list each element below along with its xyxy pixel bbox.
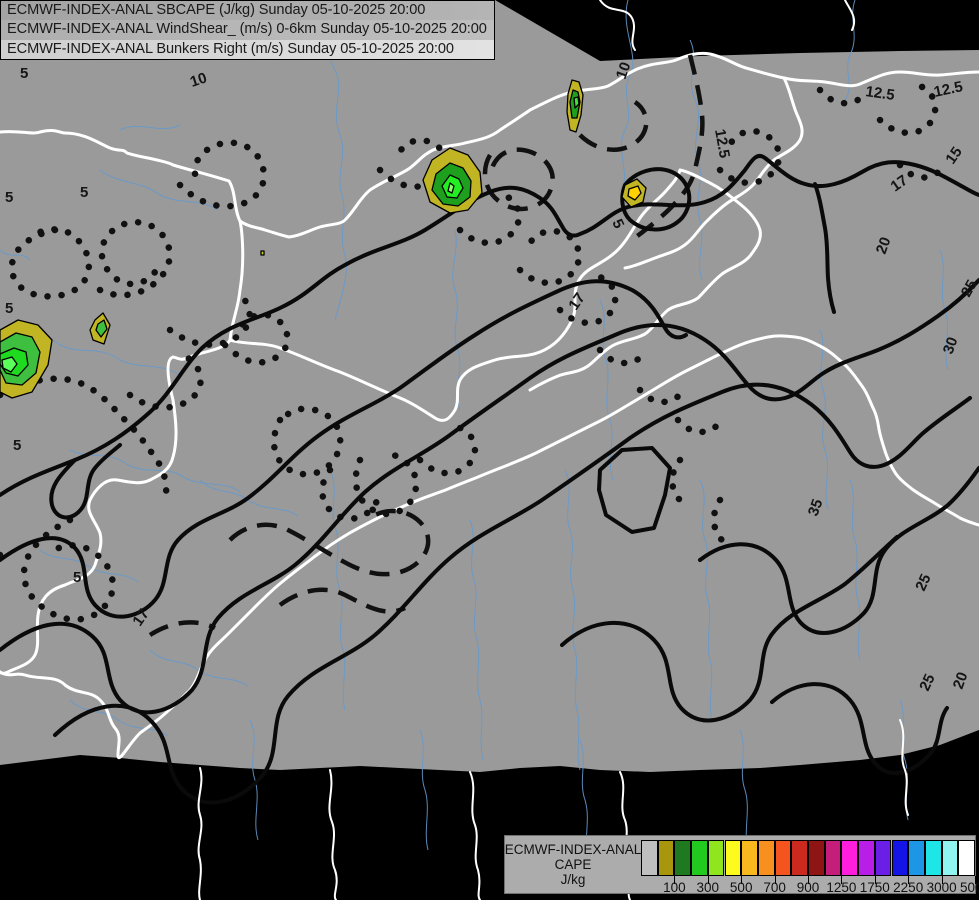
svg-text:5: 5 xyxy=(80,184,88,201)
svg-text:5: 5 xyxy=(73,569,81,586)
svg-text:5: 5 xyxy=(5,300,13,317)
svg-text:5: 5 xyxy=(20,65,28,82)
svg-text:5: 5 xyxy=(5,189,13,206)
svg-text:5: 5 xyxy=(13,437,21,454)
